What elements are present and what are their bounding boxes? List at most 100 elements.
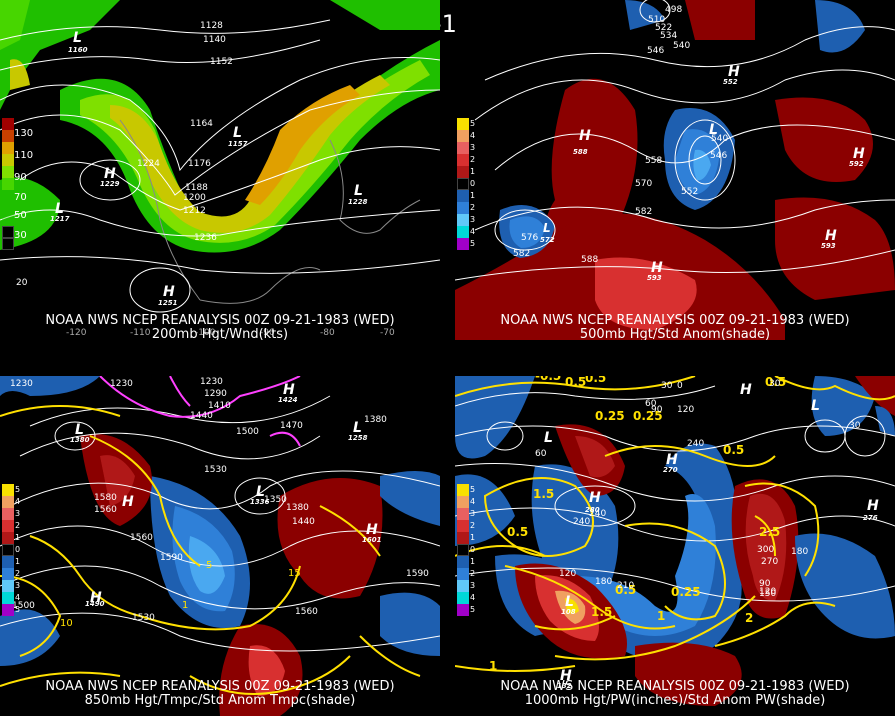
svg-text:2.5: 2.5 (759, 525, 780, 539)
svg-text:588: 588 (573, 148, 588, 156)
panel-200mb: 1128 1140 1152 1164 1176 1188 1200 1212 … (0, 0, 440, 340)
svg-text:1290: 1290 (204, 389, 227, 399)
svg-text:H: H (853, 146, 865, 162)
svg-text:-90: -90 (260, 328, 275, 338)
panel-500mb-legend (457, 118, 469, 250)
svg-text:588: 588 (581, 255, 598, 265)
panel-500mb-legend-10: 5 (470, 239, 476, 248)
panel-850mb-legend-9: 4 (15, 593, 21, 602)
svg-text:-0.5: -0.5 (535, 376, 561, 383)
panel-1000mb-caption: NOAA NWS NCEP REANALYSIS 00Z 09-21-1983 … (455, 680, 895, 708)
panel-1000mb-legend (457, 484, 469, 616)
panel-500mb-caption-field: 500mb Hgt/Std Anom(shade) (579, 327, 771, 341)
panel-1000mb-contour-labels: 30 0 60 90 120 240 60 240 240 180 210 12… (535, 379, 861, 599)
svg-text:H: H (825, 228, 837, 244)
svg-text:0.25: 0.25 (595, 409, 625, 423)
svg-text:240: 240 (573, 517, 590, 527)
svg-text:H: H (163, 284, 175, 300)
panel-200mb-legend-130: 130 (14, 128, 34, 139)
svg-text:L: L (811, 398, 820, 414)
svg-text:1530: 1530 (204, 465, 227, 475)
svg-text:1140: 1140 (203, 35, 226, 45)
svg-text:210: 210 (617, 581, 634, 591)
panel-500mb-legend-7: 2 (470, 203, 476, 212)
panel-850mb-legend-3: 2 (15, 521, 21, 530)
svg-text:592: 592 (849, 160, 864, 168)
panel-850mb-legend-8: 3 (15, 581, 21, 590)
svg-text:593: 593 (647, 274, 662, 282)
panel-500mb-caption-source: NOAA NWS NCEP REANALYSIS 00Z 09-21-1983 … (500, 313, 850, 328)
svg-text:1: 1 (657, 609, 665, 623)
panel-500mb-caption: NOAA NWS NCEP REANALYSIS 00Z 09-21-1983 … (455, 313, 895, 341)
svg-text:270: 270 (663, 466, 678, 474)
panel-1000mb-legend-4: 1 (470, 533, 476, 542)
svg-text:60: 60 (535, 449, 547, 459)
panel-850mb-legend-5: 0 (15, 545, 21, 554)
svg-text:H: H (579, 128, 591, 144)
svg-text:H: H (666, 452, 678, 468)
svg-text:1212: 1212 (183, 206, 206, 216)
panel-500mb-hl-markers: H 552 L H 588 H 592 H 593 H 593 L 572 (540, 64, 865, 282)
svg-text:1560: 1560 (295, 607, 318, 617)
svg-text:-80: -80 (320, 328, 335, 338)
panel-1000mb-legend-3: 2 (470, 521, 476, 530)
svg-text:0.5: 0.5 (723, 443, 744, 457)
svg-text:L: L (544, 430, 553, 446)
svg-text:H: H (104, 166, 116, 182)
svg-text:1251: 1251 (158, 299, 178, 307)
panel-200mb-caption: NOAA NWS NCEP REANALYSIS 00Z 09-21-1983 … (0, 314, 440, 341)
svg-text:1336: 1336 (250, 498, 270, 506)
panel-850mb-map: 1230 1290 1410 1440 1470 1500 1530 1580 … (0, 376, 440, 716)
svg-text:1.5: 1.5 (591, 605, 612, 619)
svg-text:30: 30 (849, 421, 861, 431)
panel-1000mb-legend-10: 5 (470, 605, 476, 614)
svg-text:582: 582 (635, 207, 652, 217)
svg-text:120: 120 (559, 569, 576, 579)
svg-text:0.5: 0.5 (765, 376, 786, 389)
panel-200mb-legend-110: 110 (14, 150, 34, 161)
panel-500mb-legend-0: 5 (470, 119, 476, 128)
panel-1000mb-legend-values: 5 4 3 2 1 0 1 2 3 4 5 (470, 484, 475, 616)
svg-text:1490: 1490 (85, 600, 105, 608)
svg-text:1164: 1164 (190, 119, 213, 129)
svg-text:1: 1 (489, 659, 497, 673)
svg-text:522: 522 (655, 23, 672, 33)
svg-text:572: 572 (540, 236, 555, 244)
svg-text:1380: 1380 (286, 503, 309, 513)
svg-text:546: 546 (647, 46, 664, 56)
svg-text:H: H (283, 382, 295, 398)
panel-1000mb-map: -0.5 0.5 0.5 0.25 0.25 1.5 0.5 0.5 1.5 0… (455, 376, 895, 716)
panel-500mb-legend-values: 5 4 3 2 1 0 1 2 3 4 5 (470, 118, 475, 250)
svg-text:498: 498 (665, 5, 682, 15)
svg-text:H: H (740, 382, 752, 398)
svg-text:593: 593 (821, 242, 836, 250)
svg-text:1228: 1228 (348, 198, 368, 206)
svg-text:90: 90 (651, 405, 663, 415)
panel-850mb-temp-labels: 5 15 10 1 (60, 560, 301, 629)
svg-text:120: 120 (677, 405, 694, 415)
panel-1000mb-legend-6: 1 (470, 557, 476, 566)
panel-200mb-contour-labels: 1128 1140 1152 1164 1176 1188 1200 1212 … (16, 21, 233, 288)
svg-text:1560: 1560 (94, 505, 117, 515)
panel-500mb-legend-4: 1 (470, 167, 476, 176)
svg-text:1224: 1224 (137, 159, 160, 169)
panel-200mb-legend-50: 50 (14, 210, 27, 221)
svg-text:558: 558 (645, 156, 662, 166)
panel-500mb-legend-5: 0 (470, 179, 476, 188)
panel-1000mb-hl-markers: L H 270 H 280 H L H 276 L 108 H 132 (544, 382, 879, 690)
svg-text:1152: 1152 (210, 57, 233, 67)
svg-text:1258: 1258 (348, 434, 368, 442)
panel-500mb-legend-1: 4 (470, 131, 476, 140)
panel-1000mb-legend-1: 4 (470, 497, 476, 506)
svg-text:1560: 1560 (130, 533, 153, 543)
panel-500mb-legend-8: 3 (470, 215, 476, 224)
svg-text:510: 510 (648, 15, 665, 25)
svg-text:0.25: 0.25 (671, 585, 701, 599)
svg-text:30: 30 (661, 381, 673, 391)
panel-1000mb-legend-0: 5 (470, 485, 476, 494)
svg-text:L: L (73, 30, 82, 46)
svg-text:1580: 1580 (94, 493, 117, 503)
svg-text:0: 0 (677, 381, 683, 391)
svg-text:-110: -110 (130, 328, 151, 338)
svg-text:1530: 1530 (132, 613, 155, 623)
